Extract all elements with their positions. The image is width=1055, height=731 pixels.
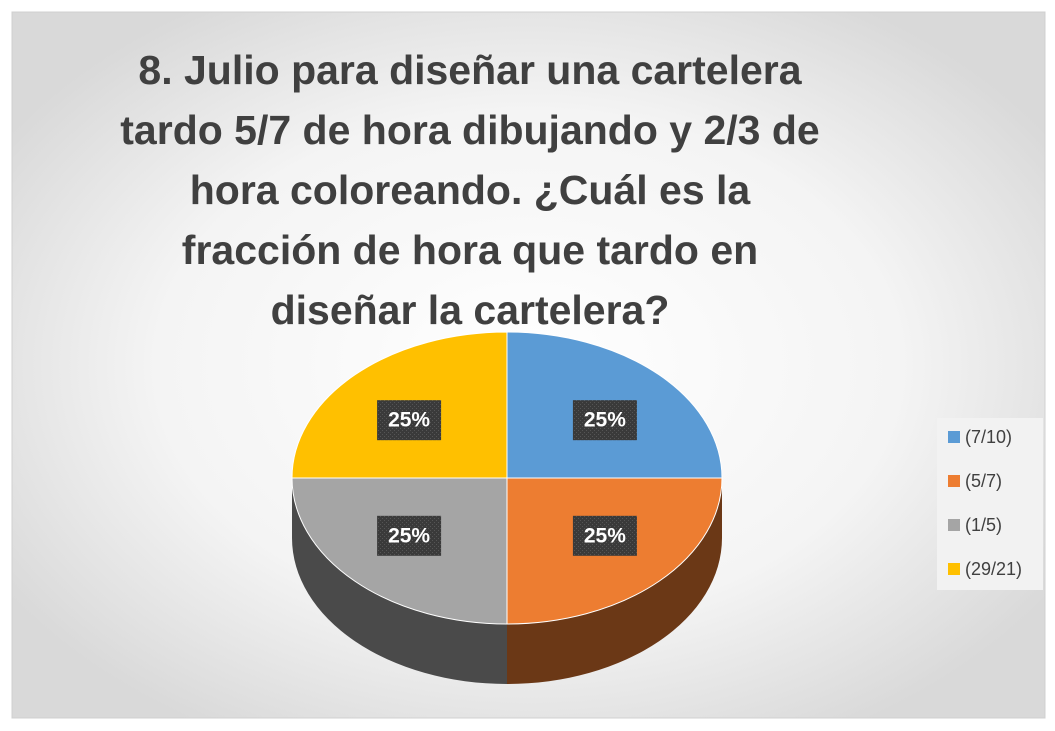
slice-side <box>292 478 507 684</box>
legend-label: (7/10) <box>965 427 1012 447</box>
legend-swatch <box>948 475 960 487</box>
legend-label: (1/5) <box>965 515 1002 535</box>
legend-swatch <box>948 563 960 575</box>
chart-title: 8. Julio para diseñar una cartelera tard… <box>120 47 820 333</box>
legend-box <box>937 418 1043 590</box>
legend-label: (29/21) <box>965 559 1022 579</box>
data-label: 25% <box>388 409 430 432</box>
data-label: 25% <box>584 524 626 547</box>
data-label-box <box>572 515 637 556</box>
legend-label: (5/7) <box>965 471 1002 491</box>
data-label-box <box>377 515 442 556</box>
data-label: 25% <box>584 409 626 432</box>
legend-swatch <box>948 519 960 531</box>
data-label-box <box>377 400 442 441</box>
legend-swatch <box>948 431 960 443</box>
slice-side <box>507 478 722 684</box>
data-label: 25% <box>388 524 430 547</box>
data-label-box <box>572 400 637 441</box>
